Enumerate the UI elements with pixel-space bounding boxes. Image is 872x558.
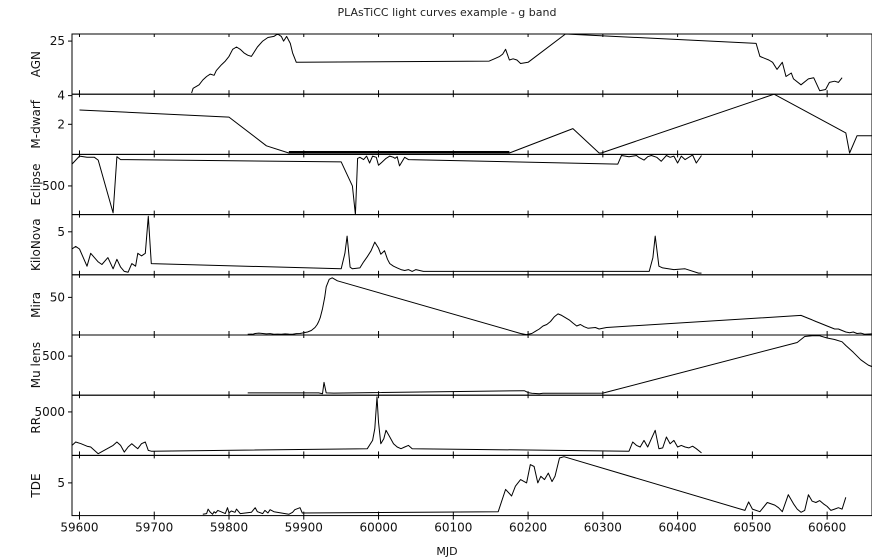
panel-agn: 25 AGN	[29, 33, 872, 95]
x-tick-label: 59600	[60, 521, 98, 535]
y-tick-label: 5	[57, 476, 65, 490]
y-axis-label: Eclipse	[29, 163, 43, 205]
chart-title: PLAsTiCC light curves example - g band	[338, 6, 557, 19]
y-axis-label: AGN	[29, 51, 43, 77]
series-line-kilonova	[72, 215, 702, 274]
x-axis: 59600 59700 59800 59900 60000 60100 60200 60300…	[60, 515, 846, 535]
x-tick-label: 59900	[285, 521, 323, 535]
panel-mira: 50 Mira	[29, 274, 872, 336]
x-tick-label: 60500	[733, 521, 771, 535]
x-tick-label: 60300	[584, 521, 622, 535]
y-axis-label: Mira	[29, 292, 43, 318]
y-axis-label: Mu lens	[29, 342, 43, 388]
series-line-agn	[191, 34, 843, 94]
series-line-eclipse	[72, 154, 702, 215]
x-tick-label: 60400	[659, 521, 697, 535]
panel-tde: 5 TDE	[29, 454, 872, 517]
x-tick-label: 59700	[135, 521, 173, 535]
y-axis-label: M-dwarf	[29, 99, 43, 148]
panels: 25AGN24M-dwarf500Eclipse5KiloNova50Mira5…	[29, 33, 872, 517]
x-tick-label: 60100	[434, 521, 472, 535]
panel-frame	[71, 274, 872, 336]
y-tick-label: 5000	[34, 405, 65, 419]
series-line-tde	[202, 456, 847, 515]
x-tick-label: 60000	[359, 521, 397, 535]
y-tick-label: 50	[50, 290, 65, 304]
y-axis-label: TDE	[29, 473, 43, 498]
x-axis-label: MJD	[436, 545, 457, 558]
panel-frame	[71, 153, 872, 216]
panel-m-dwarf: 2 4 M-dwarf	[29, 89, 872, 155]
panel-frame	[71, 93, 872, 155]
series-line-mira	[247, 277, 872, 335]
panel-frame	[71, 454, 872, 517]
y-tick-label: 500	[42, 349, 65, 363]
series-line-mu-lens	[247, 335, 872, 395]
y-tick-label: 2	[57, 117, 65, 131]
y-axis-label: KiloNova	[29, 218, 43, 271]
y-tick-label: 5	[57, 225, 65, 239]
series-line-rr	[72, 396, 702, 455]
x-tick-label: 60600	[808, 521, 846, 535]
y-tick-label: 25	[50, 34, 65, 48]
panel-frame	[71, 394, 872, 456]
y-tick-label: 4	[57, 89, 65, 103]
panel-frame	[71, 214, 872, 276]
x-tick-label: 59800	[210, 521, 248, 535]
panel-frame	[71, 334, 872, 396]
y-tick-label: 500	[42, 179, 65, 193]
panel-kilonova: 5 KiloNova	[29, 214, 872, 276]
y-axis-label: RR	[29, 417, 43, 434]
x-tick-label: 60200	[509, 521, 547, 535]
series-line-m-dwarf	[79, 94, 872, 154]
